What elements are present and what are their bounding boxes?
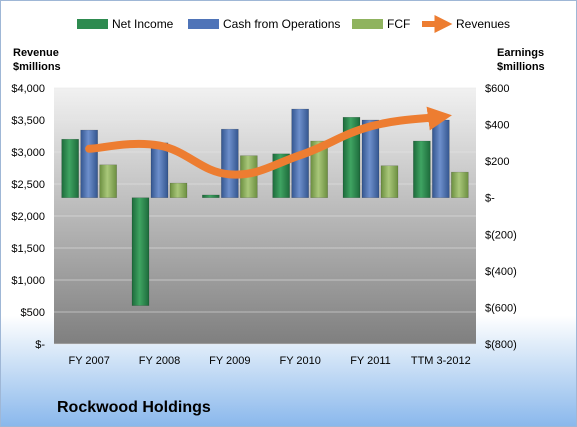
bar-net-income bbox=[61, 138, 79, 198]
legend-swatch-fcf bbox=[352, 19, 383, 29]
left-tick-label: $2,500 bbox=[11, 179, 45, 191]
right-axis-title-line2: $millions bbox=[497, 61, 545, 73]
x-tick-label: TTM 3-2012 bbox=[411, 355, 471, 367]
revenues-line bbox=[85, 106, 452, 179]
legend: Net Income Cash from Operations FCF Reve… bbox=[77, 15, 510, 33]
legend-swatch-cash-from-operations bbox=[188, 19, 219, 29]
gridlines bbox=[54, 87, 476, 345]
x-tick-label: FY 2009 bbox=[209, 355, 250, 367]
right-tick-label: $(400) bbox=[485, 266, 517, 278]
right-tick-label: $(800) bbox=[485, 339, 517, 351]
right-tick-label: $(200) bbox=[485, 229, 517, 241]
legend-swatch-net-income bbox=[77, 19, 108, 29]
bar-cash-from-operations bbox=[80, 129, 98, 198]
bar-fcf bbox=[310, 140, 328, 198]
bar-fcf bbox=[169, 182, 188, 198]
legend-label-revenues: Revenues bbox=[456, 17, 510, 31]
legend-label-cash-from-operations: Cash from Operations bbox=[223, 17, 340, 31]
revenues-line-group bbox=[85, 106, 452, 179]
bar-net-income bbox=[131, 197, 150, 306]
left-axis-title-line1: Revenue bbox=[13, 47, 59, 59]
left-tick-label: $3,500 bbox=[11, 115, 45, 127]
right-tick-label: $200 bbox=[485, 156, 509, 168]
right-axis-ticks: $600 $400 $200 $- $(200) $(400) $(600) $(800) bbox=[485, 83, 517, 351]
x-axis-ticks: FY 2007 FY 2008 FY 2009 FY 2010 FY 2011 TTM 3… bbox=[68, 355, 470, 367]
left-tick-label: $1,000 bbox=[11, 275, 45, 287]
x-tick-label: FY 2011 bbox=[350, 355, 391, 367]
left-axis-ticks: $4,000 $3,500 $3,000 $2,500 $2,000 $1,500 $1,0… bbox=[11, 83, 45, 351]
right-tick-label: $- bbox=[485, 193, 495, 205]
x-tick-label: FY 2007 bbox=[68, 355, 109, 367]
bar-cash-from-operations bbox=[221, 128, 239, 198]
right-tick-label: $400 bbox=[485, 120, 509, 132]
bar-fcf bbox=[451, 171, 469, 198]
left-tick-label: $- bbox=[35, 339, 45, 351]
x-tick-label: FY 2010 bbox=[279, 355, 320, 367]
x-tick-label: FY 2008 bbox=[139, 355, 180, 367]
right-axis-title-line1: Earnings bbox=[497, 47, 544, 59]
legend-label-fcf: FCF bbox=[387, 17, 410, 31]
bar-fcf bbox=[380, 165, 399, 198]
bar-cash-from-operations bbox=[361, 119, 380, 198]
left-tick-label: $3,000 bbox=[11, 147, 45, 159]
left-tick-label: $1,500 bbox=[11, 243, 45, 255]
right-tick-label: $600 bbox=[485, 83, 509, 95]
bar-cash-from-operations bbox=[432, 119, 450, 198]
company-name: Rockwood Holdings bbox=[57, 399, 211, 416]
bar-net-income bbox=[413, 140, 431, 198]
bar-fcf bbox=[99, 164, 117, 198]
left-axis-title-line2: $millions bbox=[13, 61, 61, 73]
left-tick-label: $4,000 bbox=[11, 83, 45, 95]
left-tick-label: $2,000 bbox=[11, 211, 45, 223]
left-tick-label: $500 bbox=[21, 307, 45, 319]
legend-label-net-income: Net Income bbox=[112, 17, 174, 31]
right-tick-label: $(600) bbox=[485, 302, 517, 314]
bar-net-income bbox=[202, 194, 220, 198]
